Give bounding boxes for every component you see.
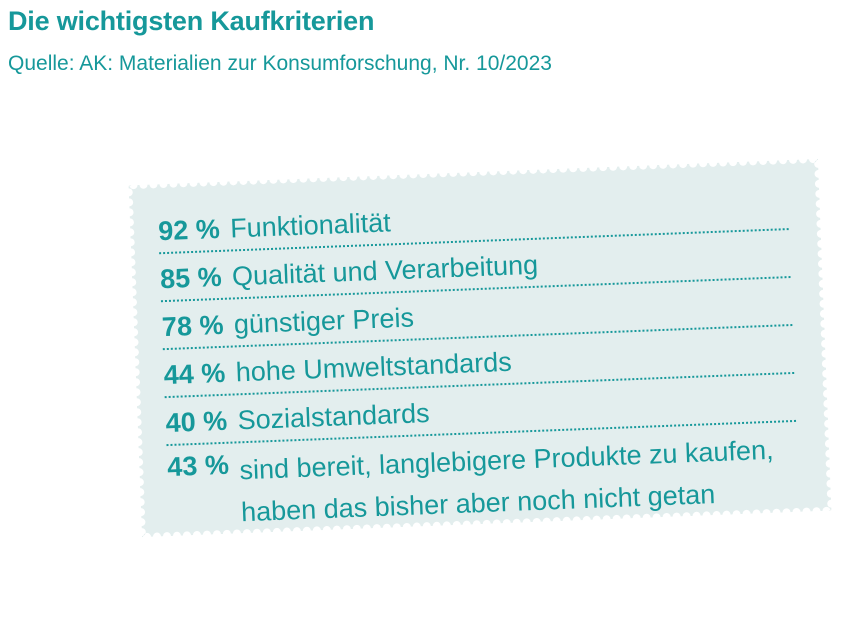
criteria-label: sind bereit, langlebigere Produkte zu ka… bbox=[238, 434, 775, 528]
criteria-value: 85 % bbox=[159, 261, 223, 295]
chart-source: Quelle: AK: Materialien zur Konsumforsch… bbox=[8, 52, 552, 75]
criteria-value: 40 % bbox=[165, 405, 228, 439]
criteria-label: Qualität und Verarbeitung bbox=[231, 249, 539, 292]
stamp-card: 92 % Funktionalität 85 % Qualität und Ve… bbox=[128, 158, 832, 538]
criteria-label: Funktionalität bbox=[229, 207, 392, 244]
chart-title: Die wichtigsten Kaufkriterien bbox=[8, 6, 375, 36]
criteria-label: hohe Umweltstandards bbox=[235, 346, 513, 388]
criteria-label: günstiger Preis bbox=[233, 302, 415, 340]
criteria-label: Sozialstandards bbox=[237, 397, 431, 436]
stamp-background bbox=[128, 158, 832, 538]
criteria-value: 78 % bbox=[161, 309, 225, 343]
criteria-value: 92 % bbox=[157, 213, 221, 247]
criteria-value: 44 % bbox=[163, 357, 226, 391]
criteria-value: 43 % bbox=[166, 449, 230, 483]
criteria-list: 92 % Funktionalität 85 % Qualität und Ve… bbox=[157, 182, 799, 538]
